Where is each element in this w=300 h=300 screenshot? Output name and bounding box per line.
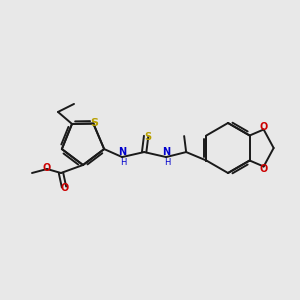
- Text: H: H: [120, 158, 126, 166]
- Text: O: O: [61, 183, 69, 193]
- Text: N: N: [162, 147, 170, 157]
- Text: S: S: [90, 118, 98, 128]
- Text: O: O: [260, 122, 268, 133]
- Text: H: H: [164, 158, 170, 166]
- Text: O: O: [43, 163, 51, 173]
- Text: N: N: [118, 147, 126, 157]
- Text: O: O: [260, 164, 268, 173]
- Text: S: S: [145, 132, 152, 142]
